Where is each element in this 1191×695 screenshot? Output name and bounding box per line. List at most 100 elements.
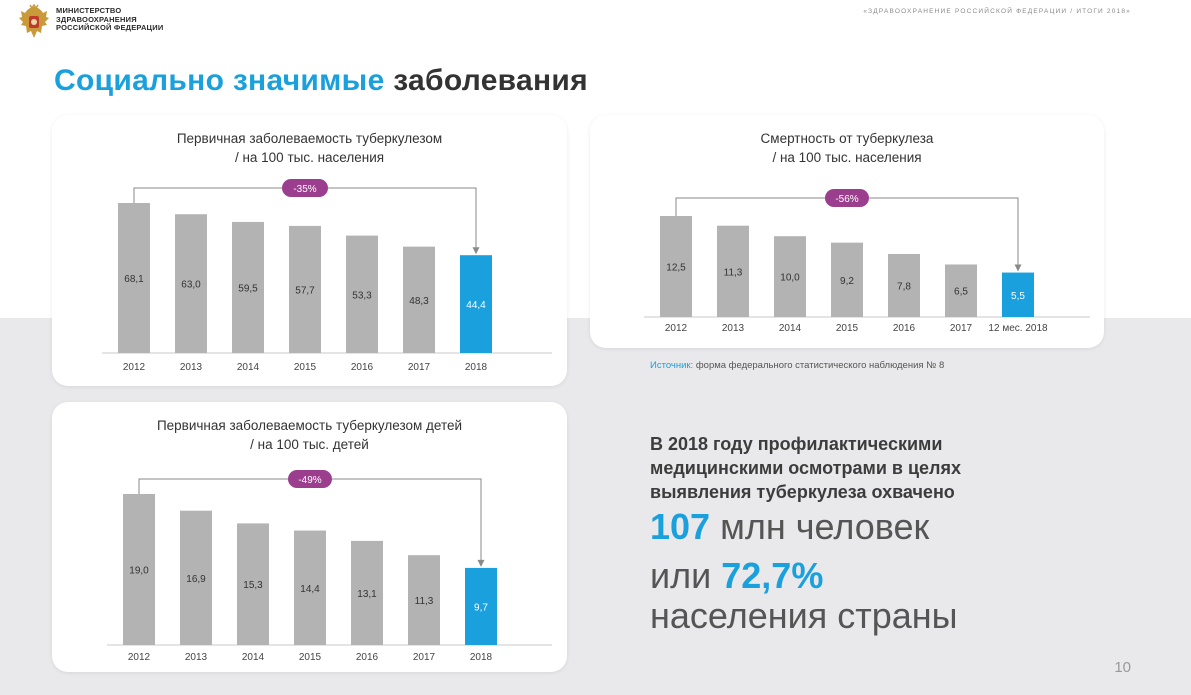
bar xyxy=(460,255,492,353)
page-title: Социально значимые заболевания xyxy=(54,64,588,98)
arrow-head-icon xyxy=(1014,264,1022,272)
bar xyxy=(123,494,155,645)
x-tick-label: 2018 xyxy=(465,362,488,373)
change-badge-label: -35% xyxy=(293,184,316,195)
bar-value-label: 57,7 xyxy=(295,285,315,296)
bar xyxy=(237,523,269,645)
x-tick-label: 2014 xyxy=(242,652,265,663)
bar xyxy=(351,540,383,645)
bar-chart-mortality: 12,5 2012 11,3 2013 10,0 2014 9,2 2015 7,8 2016 6,… xyxy=(644,189,1090,334)
chart-title-block: Первичная заболеваемость туберкулезом де… xyxy=(52,416,567,454)
bar-value-label: 59,5 xyxy=(238,283,258,294)
x-tick-label: 2012 xyxy=(665,323,688,334)
promo-number: 107 xyxy=(650,506,711,547)
bar xyxy=(180,510,212,645)
bar-value-label: 5,5 xyxy=(1011,291,1025,302)
chart-card-children: Первичная заболеваемость туберкулезом де… xyxy=(52,402,567,672)
x-tick-label: 12 мес. 2018 xyxy=(988,323,1048,334)
chart-card-mortality: Смертность от туберкулеза / на 100 тыс. … xyxy=(590,115,1104,348)
bar-value-label: 9,2 xyxy=(840,276,854,287)
title-accent: Социально значимые xyxy=(54,64,385,97)
change-badge xyxy=(825,189,869,207)
bar-value-label: 12,5 xyxy=(666,263,686,274)
title-rest: заболевания xyxy=(393,64,588,97)
header: МИНИСТЕРСТВО ЗДРАВООХРАНЕНИЯ РОССИЙСКОЙ … xyxy=(0,0,1191,48)
x-tick-label: 2015 xyxy=(299,652,322,663)
bar-value-label: 11,3 xyxy=(415,596,434,607)
coat-of-arms-icon xyxy=(19,3,49,38)
bar xyxy=(945,264,977,317)
report-caption: «ЗДРАВООХРАНЕНИЕ РОССИЙСКОЙ ФЕДЕРАЦИИ / … xyxy=(863,8,1131,15)
chart-title: Первичная заболеваемость туберкулезом де… xyxy=(156,418,463,433)
bar xyxy=(118,203,150,353)
promo-prefix: или xyxy=(650,555,712,596)
promo-number-line: 107 млн человек xyxy=(650,506,929,548)
chart-title: Смертность от туберкулеза xyxy=(760,131,934,146)
bar xyxy=(289,225,321,353)
change-badge xyxy=(288,470,332,488)
bar-value-label: 10,0 xyxy=(780,273,800,284)
bar-value-label: 68,1 xyxy=(124,274,144,285)
bar xyxy=(408,555,440,645)
promo-population: населения страны xyxy=(650,595,958,636)
chart-title: Первичная заболеваемость туберкулезом xyxy=(176,131,443,146)
x-tick-label: 2017 xyxy=(950,323,973,334)
bar-value-label: 7,8 xyxy=(897,281,911,292)
arrow-head-icon xyxy=(477,559,485,567)
bar xyxy=(294,530,326,645)
x-tick-label: 2013 xyxy=(180,362,203,373)
bar-value-label: 6,5 xyxy=(954,287,968,298)
source-label: Источник: xyxy=(650,360,694,371)
bar-value-label: 9,7 xyxy=(474,602,488,613)
bar xyxy=(774,236,806,317)
bar xyxy=(717,225,749,317)
change-badge-label: -56% xyxy=(835,194,858,205)
bar xyxy=(465,567,497,645)
promo-text: В 2018 году профилактическими медицински… xyxy=(650,434,961,502)
promo-percent: 72,7% xyxy=(721,555,824,596)
arrow-head-icon xyxy=(472,247,480,255)
bar-value-label: 15,3 xyxy=(243,580,263,591)
x-tick-label: 2012 xyxy=(123,362,146,373)
bar xyxy=(888,253,920,317)
ministry-line: РОССИЙСКОЙ ФЕДЕРАЦИИ xyxy=(56,23,164,32)
bar xyxy=(346,235,378,353)
x-tick-label: 2012 xyxy=(128,652,151,663)
ministry-line: ЗДРАВООХРАНЕНИЯ xyxy=(56,14,137,24)
ministry-name: МИНИСТЕРСТВО ЗДРАВООХРАНЕНИЯ РОССИЙСКОЙ … xyxy=(56,6,164,33)
x-tick-label: 2016 xyxy=(893,323,916,334)
bar-value-label: 19,0 xyxy=(129,566,149,577)
bar-value-label: 63,0 xyxy=(181,280,201,291)
source-text: форма федерального статистического наблю… xyxy=(695,360,945,371)
x-tick-label: 2017 xyxy=(408,362,431,373)
bar-chart-incidence: 68,1 2012 63,0 2013 59,5 2014 57,7 2015 53,3 2016… xyxy=(102,179,552,373)
x-tick-label: 2013 xyxy=(185,652,208,663)
bar-value-label: 13,1 xyxy=(357,589,377,600)
bar xyxy=(1002,272,1034,317)
x-tick-label: 2017 xyxy=(413,652,436,663)
bar xyxy=(831,242,863,317)
source-note: Источник: форма федерального статистичес… xyxy=(650,360,944,371)
change-badge xyxy=(282,179,328,197)
page-number: 10 xyxy=(1114,659,1131,676)
chart-subtitle: / на 100 тыс. детей xyxy=(250,437,369,452)
chart-subtitle: / на 100 тыс. населения xyxy=(772,150,922,165)
x-tick-label: 2016 xyxy=(351,362,374,373)
x-tick-label: 2015 xyxy=(294,362,317,373)
change-badge-label: -49% xyxy=(298,475,321,486)
x-tick-label: 2018 xyxy=(470,652,493,663)
bar-value-label: 53,3 xyxy=(352,290,372,301)
bar-value-label: 16,9 xyxy=(186,574,206,585)
bar-chart-children: 19,0 2012 16,9 2013 15,3 2014 14,4 2015 13,1 2016… xyxy=(107,470,552,663)
x-tick-label: 2015 xyxy=(836,323,859,334)
bar xyxy=(660,216,692,317)
bar-value-label: 48,3 xyxy=(409,296,429,307)
x-tick-label: 2013 xyxy=(722,323,745,334)
chart-title-block: Первичная заболеваемость туберкулезом / … xyxy=(52,129,567,167)
chart-subtitle: / на 100 тыс. населения xyxy=(234,150,385,165)
bar xyxy=(403,246,435,353)
chart-card-incidence: Первичная заболеваемость туберкулезом / … xyxy=(52,115,567,386)
bar xyxy=(232,221,264,353)
bar-value-label: 14,4 xyxy=(300,584,320,595)
promo-unit: млн человек xyxy=(720,506,930,547)
